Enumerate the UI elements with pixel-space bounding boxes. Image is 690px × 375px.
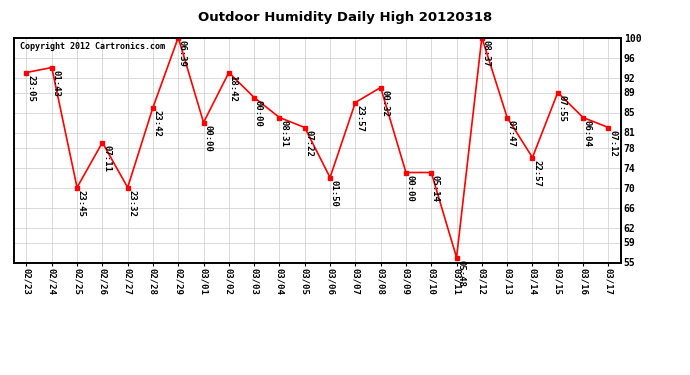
Text: Copyright 2012 Cartronics.com: Copyright 2012 Cartronics.com bbox=[20, 42, 165, 51]
Text: 00:00: 00:00 bbox=[406, 175, 415, 202]
Text: 01:43: 01:43 bbox=[52, 70, 61, 97]
Text: 00:32: 00:32 bbox=[380, 90, 389, 117]
Text: 18:42: 18:42 bbox=[228, 75, 237, 102]
Text: 00:00: 00:00 bbox=[254, 100, 263, 127]
Text: 07:47: 07:47 bbox=[507, 120, 516, 147]
Text: 07:12: 07:12 bbox=[608, 130, 617, 157]
Text: 01:50: 01:50 bbox=[330, 180, 339, 207]
Text: 00:00: 00:00 bbox=[204, 125, 213, 152]
Text: 07:11: 07:11 bbox=[102, 145, 111, 172]
Text: 23:05: 23:05 bbox=[26, 75, 35, 102]
Text: 08:37: 08:37 bbox=[482, 40, 491, 67]
Text: 05:48: 05:48 bbox=[456, 260, 465, 287]
Text: 23:32: 23:32 bbox=[128, 190, 137, 217]
Text: 05:14: 05:14 bbox=[431, 175, 440, 202]
Text: 08:31: 08:31 bbox=[279, 120, 288, 147]
Text: 07:55: 07:55 bbox=[558, 95, 566, 122]
Text: 23:57: 23:57 bbox=[355, 105, 364, 132]
Text: Outdoor Humidity Daily High 20120318: Outdoor Humidity Daily High 20120318 bbox=[198, 11, 492, 24]
Text: 07:22: 07:22 bbox=[304, 130, 313, 157]
Text: 06:04: 06:04 bbox=[583, 120, 592, 147]
Text: 23:42: 23:42 bbox=[152, 110, 161, 137]
Text: 23:45: 23:45 bbox=[77, 190, 86, 217]
Text: 06:39: 06:39 bbox=[178, 40, 187, 67]
Text: 22:57: 22:57 bbox=[532, 160, 541, 187]
